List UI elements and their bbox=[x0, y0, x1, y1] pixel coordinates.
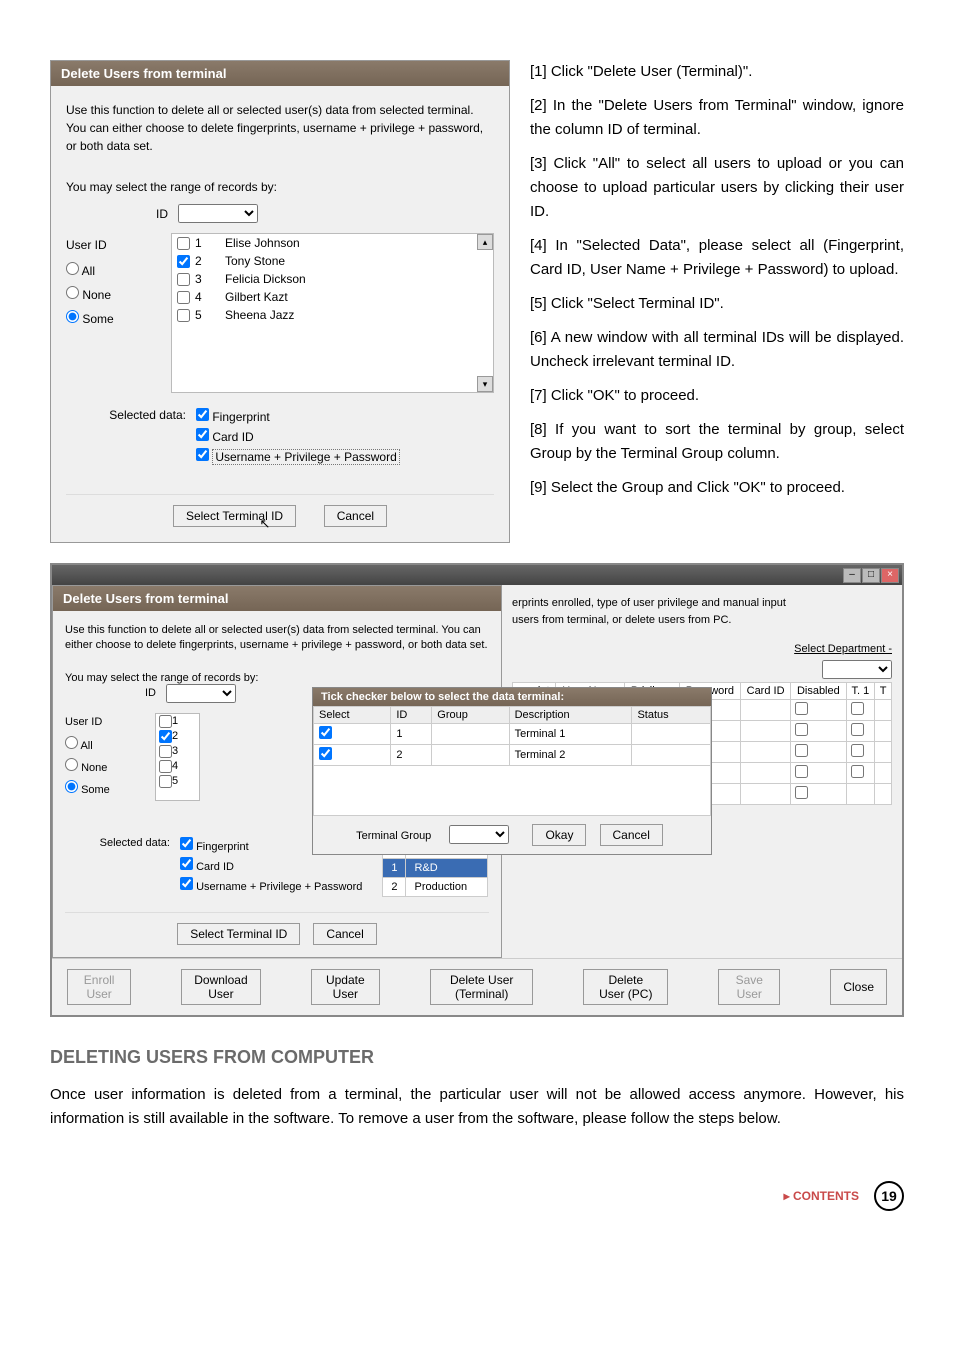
user-row[interactable]: 5Sheena Jazz bbox=[172, 306, 493, 324]
delete-user-terminal-button[interactable]: Delete User (Terminal) bbox=[430, 969, 533, 1005]
maximize-icon[interactable]: □ bbox=[862, 568, 880, 583]
delete-user-pc-button[interactable]: Delete User (PC) bbox=[583, 969, 668, 1005]
range-label2: You may select the range of records by: bbox=[65, 672, 489, 684]
radio-some2[interactable]: Some bbox=[65, 780, 143, 796]
instruction-item: [2] In the "Delete Users from Terminal" … bbox=[530, 94, 904, 142]
right-text1: erprints enrolled, type of user privileg… bbox=[512, 595, 892, 612]
minimize-icon[interactable]: ‒ bbox=[843, 568, 861, 583]
radio-none2[interactable]: None bbox=[65, 758, 143, 774]
check-cardid[interactable]: Card ID bbox=[196, 428, 400, 444]
dialog-title: Delete Users from terminal bbox=[51, 61, 509, 86]
cursor-icon: ↖ bbox=[259, 516, 270, 531]
radio-some[interactable]: Some bbox=[66, 310, 156, 326]
dialog2-title: Delete Users from terminal bbox=[53, 586, 501, 611]
user-row[interactable]: 3Felicia Dickson bbox=[172, 270, 493, 288]
popup-title: Tick checker below to select the data te… bbox=[313, 688, 711, 706]
instruction-item: [4] In "Selected Data", please select al… bbox=[530, 234, 904, 282]
instruction-item: [5] Click "Select Terminal ID". bbox=[530, 292, 904, 316]
instruction-item: [1] Click "Delete User (Terminal)". bbox=[530, 60, 904, 84]
range-label: You may select the range of records by: bbox=[66, 180, 494, 194]
popup-row[interactable]: 2Terminal 2 bbox=[314, 745, 711, 766]
userid-heading: User ID bbox=[66, 238, 156, 252]
radio-none[interactable]: None bbox=[66, 286, 156, 302]
select-terminal-button2[interactable]: Select Terminal ID bbox=[177, 923, 300, 945]
download-user-button[interactable]: Download User bbox=[181, 969, 260, 1005]
popup-cancel-button[interactable]: Cancel bbox=[600, 824, 663, 846]
id-dropdown2[interactable] bbox=[166, 684, 236, 703]
body-paragraph: Once user information is deleted from a … bbox=[50, 1083, 904, 1131]
check-fingerprint[interactable]: Fingerprint bbox=[196, 408, 400, 424]
close-icon[interactable]: × bbox=[881, 568, 899, 583]
contents-link[interactable]: CONTENTS bbox=[784, 1189, 859, 1203]
terminal-group-dropdown[interactable] bbox=[449, 825, 509, 844]
check-username[interactable]: Username + Privilege + Password bbox=[196, 448, 400, 465]
dialog-intro: Use this function to delete all or selec… bbox=[66, 101, 494, 155]
radio-all2[interactable]: All bbox=[65, 736, 143, 752]
id-label: ID bbox=[156, 207, 168, 221]
instructions-list: [1] Click "Delete User (Terminal)". [2] … bbox=[530, 60, 904, 543]
dialog2-window: ‒ □ × Delete Users from terminal Use thi… bbox=[50, 563, 904, 1017]
scroll-up-icon[interactable]: ▴ bbox=[477, 234, 493, 250]
update-user-button[interactable]: Update User bbox=[311, 969, 380, 1005]
select-terminal-button[interactable]: Select Terminal ID bbox=[173, 505, 296, 527]
section-heading: DELETING USERS FROM COMPUTER bbox=[50, 1047, 904, 1068]
dept-dropdown[interactable] bbox=[822, 660, 892, 679]
terminal-group-label: Terminal Group bbox=[356, 830, 431, 842]
delete-users-dialog: Delete Users from terminal Use this func… bbox=[50, 60, 510, 543]
user-row[interactable]: 1Elise Johnson bbox=[172, 234, 493, 252]
instruction-item: [9] Select the Group and Click "OK" to p… bbox=[530, 476, 904, 500]
radio-all[interactable]: All bbox=[66, 262, 156, 278]
scroll-down-icon[interactable]: ▾ bbox=[477, 376, 493, 392]
save-user-button[interactable]: Save User bbox=[718, 969, 780, 1005]
id-dropdown[interactable] bbox=[178, 204, 258, 223]
okay-button[interactable]: Okay bbox=[532, 824, 586, 846]
terminal-select-popup: Tick checker below to select the data te… bbox=[312, 687, 712, 855]
popup-row[interactable]: 1Terminal 1 bbox=[314, 724, 711, 745]
instruction-item: [6] A new window with all terminal IDs w… bbox=[530, 326, 904, 374]
cancel-button[interactable]: Cancel bbox=[324, 505, 387, 527]
instruction-item: [8] If you want to sort the terminal by … bbox=[530, 418, 904, 466]
page-number: 19 bbox=[874, 1181, 904, 1211]
dialog2-intro: Use this function to delete all or selec… bbox=[65, 623, 489, 654]
user-row[interactable]: 4Gilbert Kazt bbox=[172, 288, 493, 306]
selected-data-label: Selected data: bbox=[66, 408, 196, 469]
instruction-item: [3] Click "All" to select all users to u… bbox=[530, 152, 904, 224]
mini-user-list: 1 2 3 4 5 bbox=[155, 713, 200, 801]
instruction-item: [7] Click "OK" to proceed. bbox=[530, 384, 904, 408]
cancel-button2[interactable]: Cancel bbox=[313, 923, 376, 945]
enroll-user-button[interactable]: Enroll User bbox=[67, 969, 131, 1005]
close-button[interactable]: Close bbox=[830, 969, 887, 1005]
select-department-link[interactable]: Select Department - bbox=[512, 643, 892, 655]
user-list: 1Elise Johnson 2Tony Stone 3Felicia Dick… bbox=[171, 233, 494, 393]
right-text2: users from terminal, or delete users fro… bbox=[512, 612, 892, 629]
user-row[interactable]: 2Tony Stone bbox=[172, 252, 493, 270]
